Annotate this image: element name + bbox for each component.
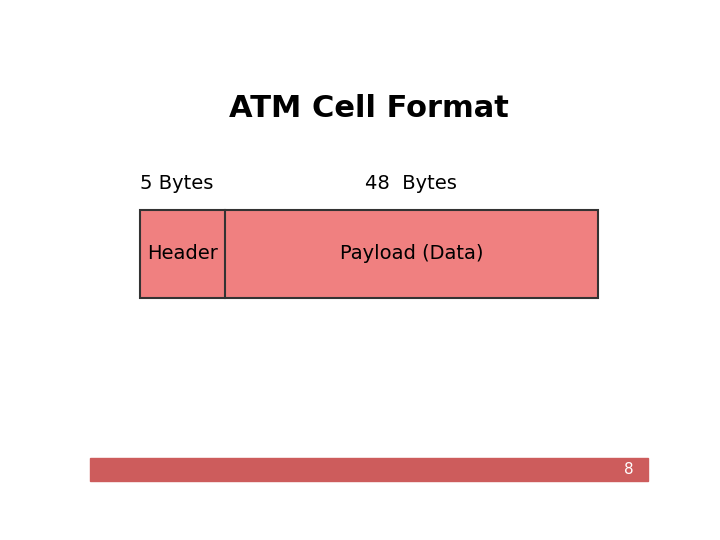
Text: ATM Cell Format: ATM Cell Format [229,94,509,123]
Text: Header: Header [147,245,218,264]
Text: 5 Bytes: 5 Bytes [140,174,214,193]
Text: Payload (Data): Payload (Data) [340,245,483,264]
Text: 8: 8 [624,462,634,477]
Bar [140,211,598,298]
Text: 48  Bytes: 48 Bytes [365,174,457,193]
Bar [90,458,648,481]
